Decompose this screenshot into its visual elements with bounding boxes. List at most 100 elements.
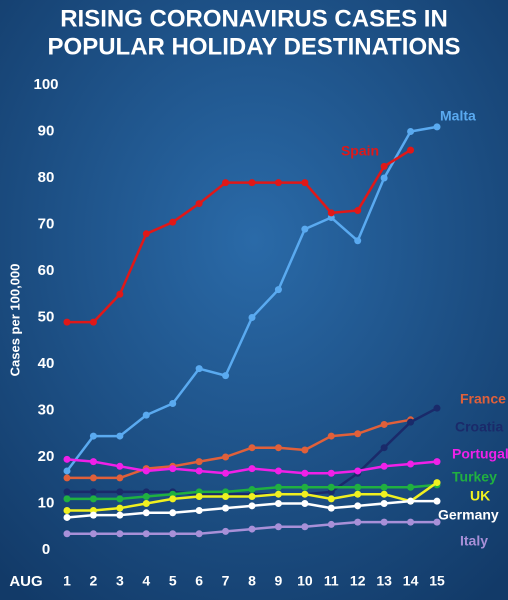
data-point <box>248 502 256 510</box>
legend-label: Italy <box>460 533 488 549</box>
legend-label: Germany <box>438 507 499 523</box>
x-tick-label: 13 <box>376 573 392 589</box>
data-point <box>301 523 309 531</box>
chart-title: RISING CORONAVIRUS CASES IN <box>60 5 448 32</box>
x-axis-label: AUG <box>9 573 42 590</box>
data-point <box>63 530 71 538</box>
data-point <box>222 504 230 512</box>
x-tick-label: 4 <box>142 573 150 589</box>
data-point <box>195 200 203 208</box>
y-axis-label: Cases per 100,000 <box>7 264 22 377</box>
y-tick-label: 0 <box>42 541 50 558</box>
x-tick-label: 3 <box>116 573 124 589</box>
data-point <box>89 511 97 519</box>
data-point <box>195 458 203 466</box>
series-line <box>67 418 411 480</box>
data-point <box>195 530 203 538</box>
data-point <box>248 486 256 494</box>
data-point <box>407 460 415 468</box>
data-point <box>222 372 230 380</box>
data-point <box>380 462 388 470</box>
data-point <box>301 446 309 454</box>
x-tick-label: 10 <box>297 573 313 589</box>
y-tick-label: 100 <box>33 76 58 93</box>
data-point <box>327 209 335 217</box>
data-point <box>116 488 124 496</box>
chart-title: POPULAR HOLIDAY DESTINATIONS <box>48 33 461 60</box>
data-point <box>354 430 362 438</box>
legend-label: Turkey <box>452 469 497 485</box>
data-point <box>195 467 203 475</box>
data-point <box>248 493 256 501</box>
data-point <box>407 497 415 505</box>
data-point <box>433 518 441 526</box>
legend-label: France <box>460 391 506 407</box>
data-point <box>327 483 335 491</box>
data-point <box>274 483 282 491</box>
legend-label: Croatia <box>455 419 503 435</box>
y-tick-label: 80 <box>38 169 55 186</box>
data-point <box>301 500 309 507</box>
data-point <box>301 490 309 498</box>
data-point <box>248 525 256 533</box>
data-point <box>142 500 150 507</box>
data-point <box>89 488 97 496</box>
data-point <box>354 502 362 510</box>
data-point <box>248 314 256 321</box>
data-point <box>63 495 71 503</box>
data-point <box>433 497 441 505</box>
data-point <box>169 509 177 517</box>
y-tick-label: 30 <box>38 401 55 418</box>
data-point <box>89 530 97 538</box>
x-tick-label: 8 <box>248 573 256 589</box>
data-point <box>327 495 335 503</box>
data-point <box>274 286 282 294</box>
data-point <box>274 523 282 531</box>
legend-label: Malta <box>440 108 476 124</box>
x-tick-label: 15 <box>429 573 445 589</box>
data-point <box>248 465 256 473</box>
data-point <box>274 467 282 475</box>
data-point <box>142 230 150 238</box>
data-point <box>301 483 309 491</box>
data-point <box>89 432 97 440</box>
data-point <box>63 467 71 475</box>
x-tick-label: 7 <box>222 573 230 589</box>
x-tick-label: 5 <box>169 573 177 589</box>
data-point <box>63 513 71 521</box>
data-point <box>327 432 335 440</box>
x-tick-label: 2 <box>90 573 98 589</box>
data-point <box>63 455 71 463</box>
data-point <box>380 174 388 182</box>
data-point <box>274 500 282 507</box>
data-point <box>142 493 150 501</box>
x-tick-label: 9 <box>275 573 283 589</box>
x-tick-label: 14 <box>403 573 419 589</box>
data-point <box>222 493 230 501</box>
data-point <box>169 400 177 408</box>
data-point <box>142 509 150 517</box>
x-tick-label: 6 <box>195 573 203 589</box>
data-point <box>222 179 230 187</box>
data-point <box>380 444 388 452</box>
data-point <box>63 506 71 514</box>
data-point <box>380 162 388 170</box>
data-point <box>195 493 203 501</box>
data-point <box>433 123 441 131</box>
y-tick-label: 20 <box>38 448 55 465</box>
data-point <box>169 495 177 503</box>
data-point <box>407 483 415 491</box>
data-point <box>274 490 282 498</box>
data-point <box>380 518 388 526</box>
data-point <box>354 490 362 498</box>
data-point <box>433 458 441 466</box>
y-tick-label: 60 <box>38 262 55 279</box>
x-tick-label: 12 <box>350 573 366 589</box>
legend-label: Portugal <box>452 446 508 462</box>
data-point <box>407 518 415 526</box>
data-point <box>142 411 150 419</box>
data-point <box>116 462 124 470</box>
data-point <box>380 420 388 428</box>
y-tick-label: 10 <box>38 494 55 511</box>
data-point <box>222 453 230 461</box>
